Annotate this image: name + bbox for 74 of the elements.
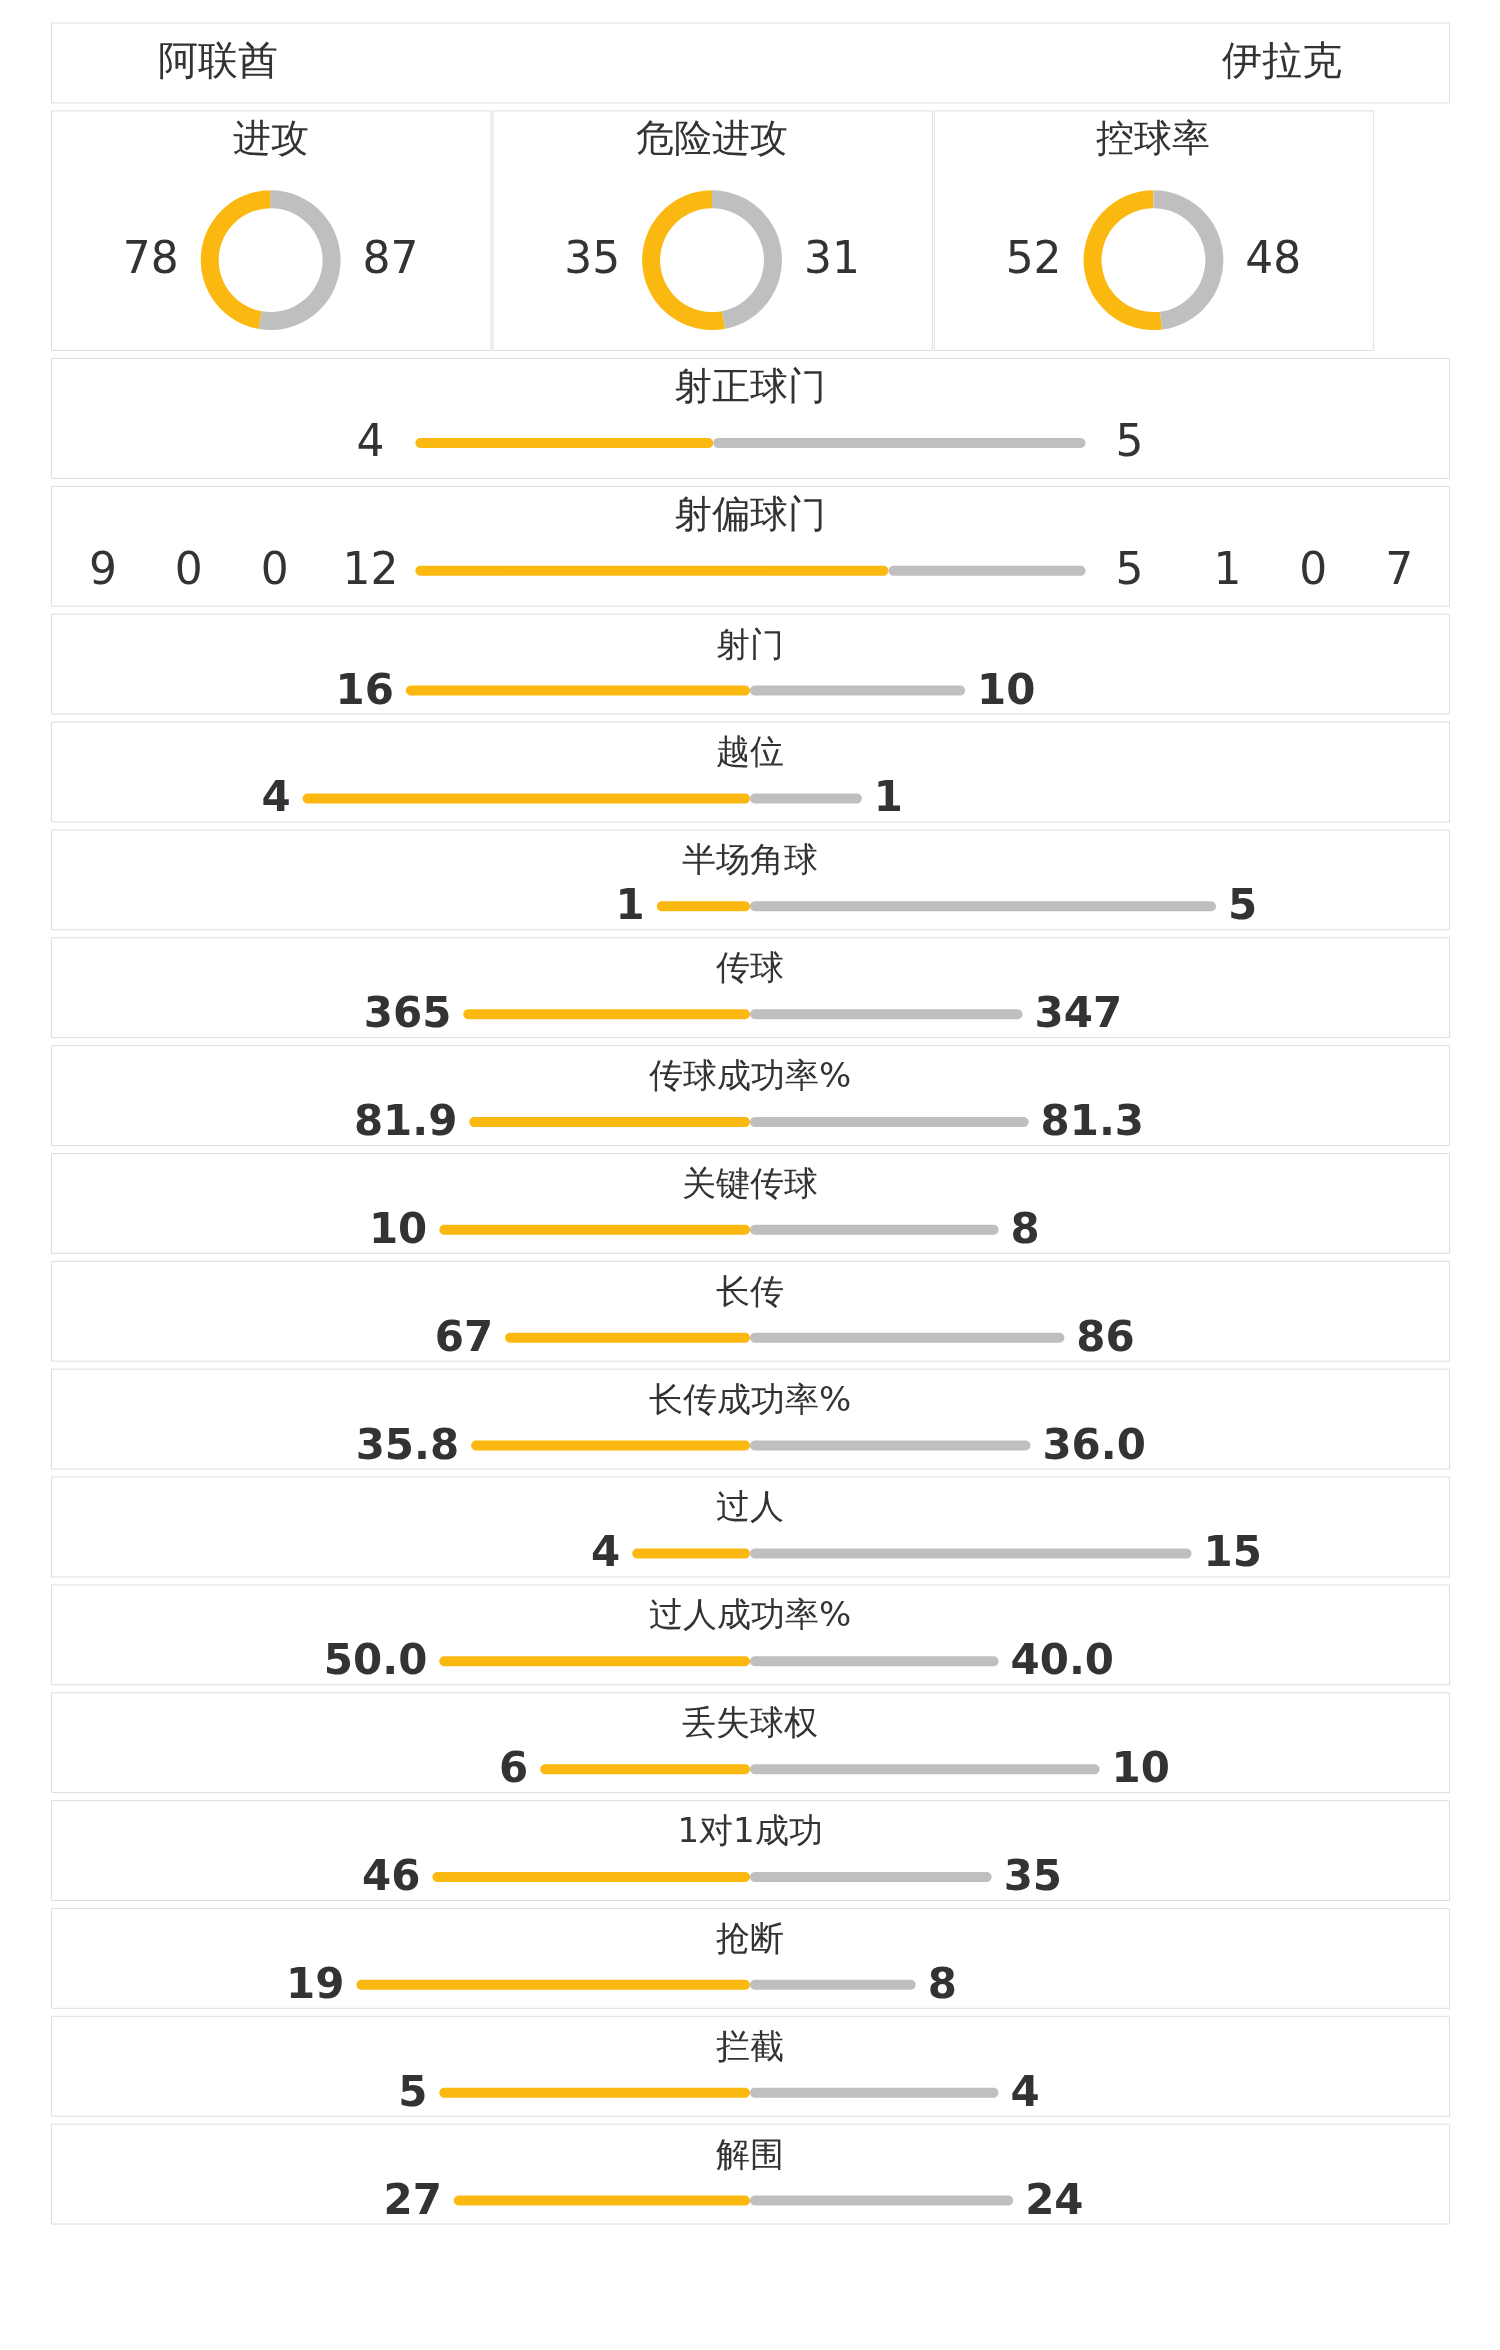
y-tick-label: 长传成功率% [648,1378,852,1419]
data-label: 27 [383,2174,442,2224]
data-label: 36.0 [1042,1419,1146,1469]
y-tick-label: 1对1成功 [677,1810,823,1851]
data-label: 12 [342,542,399,594]
data-label: 5 [1115,542,1144,594]
data-label: 78 [122,232,179,284]
donut-slice [712,190,782,329]
y-tick-label: 解围 [716,2133,784,2174]
y-tick-label: 传球 [716,947,784,988]
data-label: 4 [356,414,385,466]
chart-title: 进攻 [232,116,309,161]
data-label: 10 [1111,1743,1170,1793]
data-label: 5 [1115,414,1144,466]
data-label: 35 [564,232,621,284]
data-label: 1 [615,880,645,930]
text: 0 [174,542,203,594]
data-label: 19 [286,1958,345,2008]
chart-title: 射正球门 [674,363,826,408]
text: 阿联酋 [157,37,278,84]
data-label: 81.3 [1040,1095,1145,1145]
text: 0 [1299,542,1328,594]
text: 伊拉克 [1222,37,1343,84]
data-label: 8 [1010,1203,1040,1253]
data-label: 35.8 [355,1419,460,1469]
chart-title: 射偏球门 [674,491,826,536]
data-label: 16 [335,664,394,714]
data-label: 87 [362,232,419,284]
data-label: 4 [591,1527,621,1577]
y-tick-label: 抢断 [716,1917,784,1958]
text: 0 [260,542,289,594]
data-label: 4 [1010,2066,1040,2116]
y-tick-label: 过人 [716,1486,784,1527]
donut-slice [200,190,271,330]
data-label: 24 [1025,2174,1084,2224]
data-label: 1 [873,772,904,822]
text: 1 [1213,542,1242,594]
chart-title: 危险进攻 [636,116,789,161]
data-label: 10 [977,664,1036,714]
y-tick-label: 关键传球 [682,1162,818,1203]
y-tick-label: 越位 [716,731,784,772]
data-label: 67 [434,1311,494,1361]
data-label: 4 [261,772,291,822]
data-label: 50.0 [323,1635,428,1685]
data-label: 81.9 [353,1095,458,1145]
y-tick-label: 长传 [716,1270,784,1311]
data-label: 35 [1003,1850,1063,1900]
text: 9 [88,542,117,594]
data-label: 48 [1245,232,1302,284]
y-tick-label: 传球成功率% [648,1055,852,1096]
y-tick-label: 拦截 [716,2025,784,2066]
data-label: 46 [362,1850,421,1900]
data-label: 5 [398,2066,428,2116]
y-tick-label: 射门 [716,623,784,664]
data-label: 365 [363,988,452,1038]
data-label: 15 [1203,1527,1262,1577]
chart-title: 控球率 [1096,116,1211,161]
donut-slice [1153,190,1224,330]
donut-slice [258,190,341,330]
data-label: 52 [1005,232,1062,284]
y-tick-label: 过人成功率% [648,1594,852,1635]
y-tick-label: 丢失球权 [682,1702,818,1743]
data-label: 5 [1228,880,1258,930]
data-label: 6 [499,1743,529,1793]
data-label: 8 [927,1958,957,2008]
data-label: 347 [1034,988,1123,1038]
donut-slice [642,190,726,330]
donut-slice [1083,190,1163,331]
data-label: 86 [1076,1311,1135,1361]
data-label: 31 [803,232,860,284]
data-label: 40.0 [1010,1635,1115,1685]
text: 7 [1385,542,1414,594]
data-label: 10 [368,1203,428,1253]
y-tick-label: 半场角球 [682,839,818,880]
